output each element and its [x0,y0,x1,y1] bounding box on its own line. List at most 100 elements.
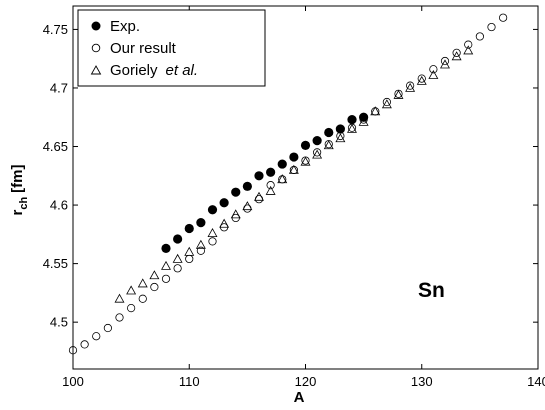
point-goriely [172,253,183,263]
legend-label-goriely-etal: et al. [166,62,199,79]
point-exp [242,181,252,191]
point-our-result [208,237,217,246]
y-tick-label: 4.65 [43,139,68,154]
legend-marker-our-result [91,43,101,53]
point-goriely [161,260,171,270]
y-axis-label-sub: ch [18,197,30,210]
point-our-result [92,332,101,341]
point-exp [289,152,299,162]
point-our-result [115,313,124,322]
legend-box [77,9,266,87]
point-our-result [475,32,484,41]
y-tick-label: 4.75 [43,22,68,37]
point-goriely [393,89,404,99]
point-goriely [300,156,311,166]
point-exp [254,171,264,181]
point-exp [347,114,357,125]
point-goriely [335,133,346,143]
point-our-result [150,282,159,292]
data-points [68,13,508,355]
point-our-result [406,81,415,90]
point-goriely [405,82,416,92]
point-exp [219,198,229,208]
point-goriely [288,164,299,174]
x-tick-label: 130 [411,374,433,389]
point-goriely [254,191,264,201]
point-goriely [347,123,357,133]
point-exp [300,140,311,150]
point-goriely [277,174,288,184]
x-axis-label: A [294,389,305,406]
y-tick-label: 4.55 [43,256,68,271]
point-goriely [195,239,206,249]
x-tick-label: 100 [62,374,84,389]
point-our-result [196,246,205,255]
y-tick-label: 4.6 [50,198,68,213]
point-exp [266,167,276,177]
point-exp [161,243,171,253]
legend-marker-goriely [90,65,102,75]
point-goriely [370,106,381,116]
point-our-result [440,56,450,66]
point-exp [184,223,194,234]
element-annotation: Sn [418,279,445,302]
point-exp [335,124,345,134]
legend-label-our-result: Our result [110,40,177,57]
point-exp [173,234,183,244]
point-goriely [114,293,125,303]
point-our-result [499,13,508,22]
point-exp [324,127,334,138]
point-our-result [313,148,322,157]
point-goriely [451,51,462,61]
legend-label-goriely-name: Goriely [110,62,158,79]
point-our-result [382,97,391,107]
y-tick-label: 4.5 [50,315,68,330]
point-exp [312,136,322,146]
point-our-result [417,74,426,83]
point-exp [196,218,206,228]
point-our-result [68,346,78,355]
point-goriely [184,246,195,256]
point-goriely [358,116,369,126]
point-goriely [463,45,474,55]
axis-ticks: 100 110 120 130 140 4.5 4.55 4.6 4.65 4.7 4.75 [43,6,545,389]
point-goriely [242,201,253,211]
point-our-result [80,340,89,349]
point-goriely [428,69,439,79]
x-tick-label: 140 [527,374,545,389]
point-exp [277,159,287,169]
point-goriely [126,285,137,295]
point-exp [359,112,369,122]
legend: Exp. Our result Goriely et al. [77,9,266,87]
point-goriely [207,228,218,238]
point-goriely [323,140,334,150]
point-goriely [440,59,450,69]
point-our-result [161,274,171,283]
x-tick-label: 110 [179,374,200,389]
point-goriely [381,99,392,109]
point-goriely [219,218,230,228]
legend-label-goriely: Goriely et al. [110,62,198,79]
y-tick-label: 4.7 [50,80,68,95]
point-goriely [230,209,241,219]
point-our-result [266,181,275,190]
x-tick-label: 120 [295,374,317,389]
point-our-result [487,22,496,32]
point-exp [231,187,241,197]
y-axis-label-unit: [fm] [9,164,26,192]
point-goriely [137,278,148,288]
point-our-result [429,65,438,74]
point-our-result [464,40,473,49]
point-our-result [138,294,147,303]
legend-marker-exp [91,21,101,31]
point-goriely [312,149,323,159]
point-goriely [416,75,427,85]
point-our-result [127,304,136,313]
point-our-result [173,264,182,273]
point-our-result [103,323,112,333]
point-our-result [452,48,461,57]
legend-label-exp: Exp. [110,18,140,35]
point-exp [207,205,218,215]
point-goriely [149,270,160,280]
